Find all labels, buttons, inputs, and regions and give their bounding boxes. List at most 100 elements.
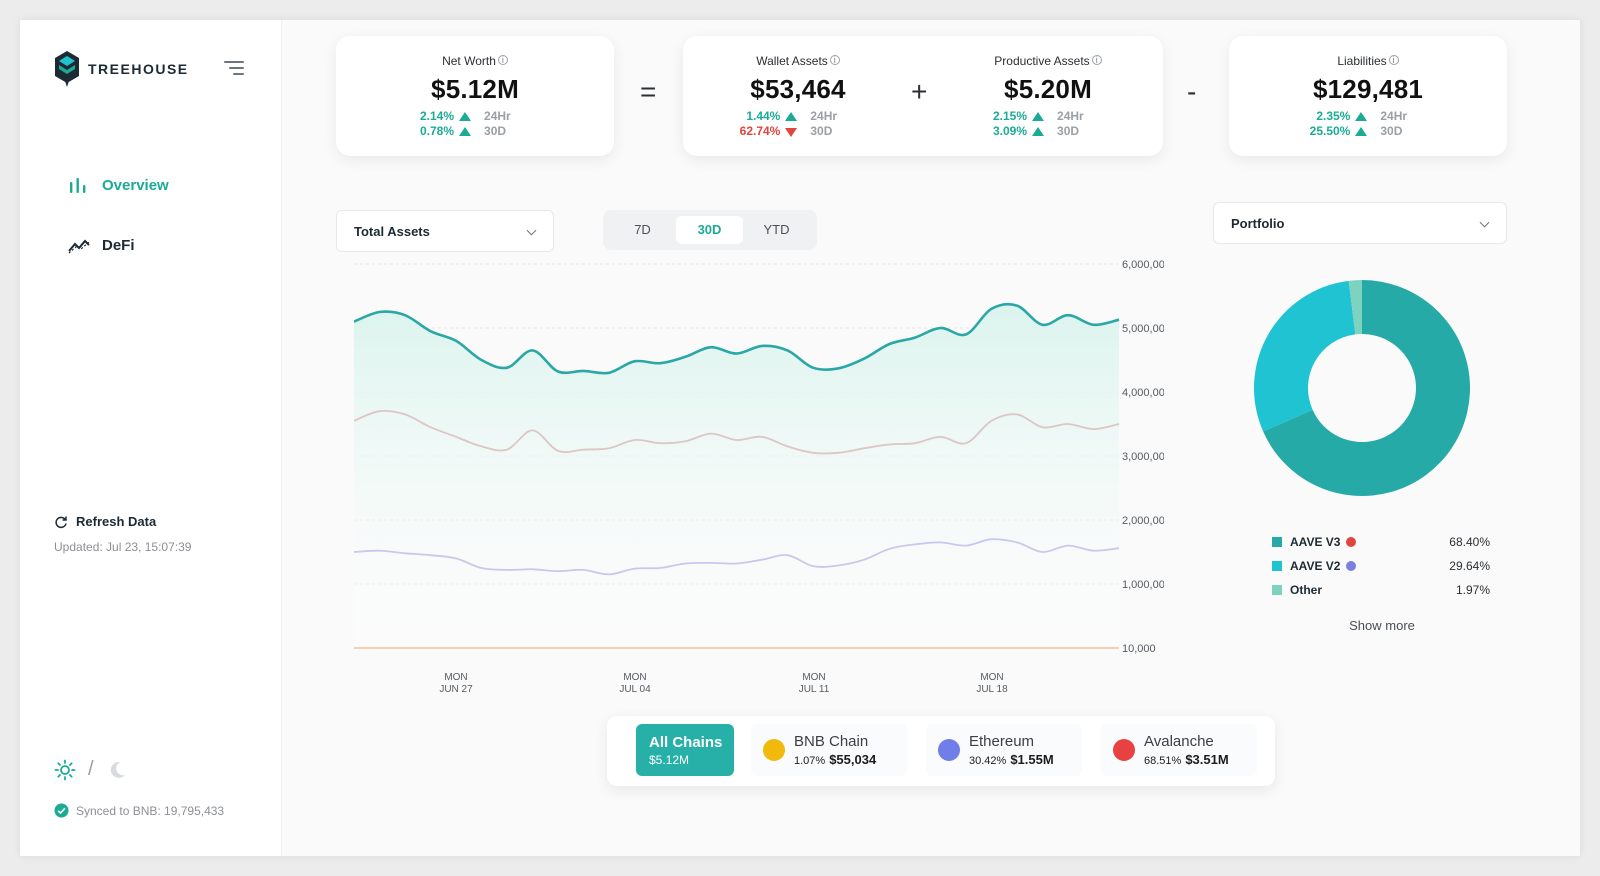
theme-separator: / bbox=[88, 758, 94, 780]
legend-name: Other bbox=[1290, 583, 1323, 597]
assets-card: Wallet Assets i $53,464 1.44% 24Hr 62.74% 3… bbox=[683, 36, 1163, 156]
arrow-down-icon bbox=[785, 128, 798, 137]
portfolio-donut-chart bbox=[1254, 280, 1470, 496]
menu-toggle-icon[interactable] bbox=[224, 61, 244, 75]
chain-value: $3.51M bbox=[1185, 752, 1229, 767]
x-tick-day: MON bbox=[623, 672, 646, 683]
refresh-data-button[interactable]: Refresh Data bbox=[54, 514, 156, 529]
chain-ethereum[interactable]: Ethereum 30.42% $1.55M bbox=[926, 724, 1082, 776]
legend-swatch bbox=[1272, 537, 1282, 547]
change-24h: 2.14% bbox=[419, 109, 455, 123]
asset-type-select[interactable]: Total Assets bbox=[336, 210, 554, 252]
info-icon[interactable]: i bbox=[1388, 55, 1399, 65]
moon-icon[interactable] bbox=[106, 759, 128, 781]
x-tick-date: JUN 27 bbox=[439, 684, 473, 692]
chain-avalanche[interactable]: Avalanche 68.51% $3.51M bbox=[1101, 724, 1257, 776]
avalanche-icon bbox=[1113, 739, 1135, 761]
arrow-up-icon bbox=[459, 127, 472, 136]
trend-line-icon bbox=[68, 239, 90, 254]
nav-item-defi[interactable]: DeFi bbox=[68, 236, 135, 254]
time-range-toggle: 7D 30D YTD bbox=[603, 210, 817, 250]
minus-operator: - bbox=[1187, 76, 1197, 107]
x-tick-day: MON bbox=[802, 672, 825, 683]
y-tick-label: 1,000,000 bbox=[1122, 579, 1164, 591]
portfolio-select-value: Portfolio bbox=[1231, 215, 1285, 231]
stat-label: Wallet Assets i bbox=[683, 54, 913, 68]
range-30d-button[interactable]: 30D bbox=[676, 216, 743, 244]
assets-line-chart: 6,000,000 5,000,000 4,000,000 3,000,000 2,00… bbox=[354, 259, 1164, 692]
portfolio-legend: AAVE V3 68.40% AAVE V2 29.64% Other 1.97… bbox=[1272, 530, 1490, 602]
main-content: Net Worth i $5.12M 2.14% 24Hr 0.78% 30D = W… bbox=[282, 20, 1580, 856]
change-30d: 0.78% bbox=[419, 124, 455, 138]
app-name: TREEHOUSE bbox=[88, 61, 189, 77]
portfolio-select[interactable]: Portfolio bbox=[1213, 202, 1507, 244]
refresh-icon bbox=[55, 516, 67, 528]
info-icon[interactable]: i bbox=[829, 55, 840, 65]
nav-item-label: Overview bbox=[102, 176, 169, 194]
change-30d: 3.09% bbox=[992, 124, 1028, 138]
period-24h: 24Hr bbox=[1057, 109, 1084, 123]
aave-v2-icon bbox=[1346, 561, 1357, 571]
period-24h: 24Hr bbox=[484, 109, 511, 123]
legend-item-other[interactable]: Other 1.97% bbox=[1272, 578, 1490, 602]
chevron-down-icon bbox=[1479, 217, 1490, 228]
liabilities-value: $129,481 bbox=[1312, 74, 1424, 104]
chain-percent: 30.42% bbox=[969, 755, 1007, 767]
chain-name: BNB Chain bbox=[794, 733, 869, 750]
chain-selector: All Chains $5.12M BNB Chain 1.07% $55,034… bbox=[607, 716, 1275, 786]
productive-assets-value: $5.20M bbox=[1004, 74, 1092, 104]
series-area-0 bbox=[354, 304, 1119, 648]
app-window: TREEHOUSE Overview DeFi Refresh Data bbox=[20, 20, 1580, 856]
bar-chart-icon bbox=[70, 178, 86, 193]
legend-name: AAVE V3 bbox=[1290, 535, 1341, 549]
donut-slice-1[interactable] bbox=[1254, 280, 1356, 432]
change-24h: 1.44% bbox=[746, 109, 781, 123]
x-tick-date: JUL 04 bbox=[619, 684, 651, 692]
change-30d: 62.74% bbox=[739, 124, 781, 138]
legend-item-aave-v2[interactable]: AAVE V2 29.64% bbox=[1272, 554, 1490, 578]
treehouse-logo-icon bbox=[55, 51, 79, 87]
chain-value: $5.12M bbox=[649, 753, 690, 767]
legend-swatch bbox=[1272, 561, 1282, 571]
net-worth-card: Net Worth i $5.12M 2.14% 24Hr 0.78% 30D bbox=[336, 36, 614, 156]
logo[interactable]: TREEHOUSE bbox=[54, 50, 189, 88]
legend-name: AAVE V2 bbox=[1290, 559, 1341, 573]
donut-slice-2[interactable] bbox=[1348, 280, 1362, 335]
period-30d: 30D bbox=[484, 124, 507, 138]
liabilities-card: Liabilities i $129,481 2.35% 24Hr 25.50% 30… bbox=[1229, 36, 1507, 156]
legend-percent: 29.64% bbox=[1449, 559, 1490, 573]
chain-bnb[interactable]: BNB Chain 1.07% $55,034 bbox=[751, 724, 907, 776]
donut-slice-0[interactable] bbox=[1263, 280, 1470, 496]
plus-operator: + bbox=[911, 76, 928, 107]
sun-icon[interactable] bbox=[54, 759, 76, 781]
legend-swatch bbox=[1272, 585, 1282, 595]
info-icon[interactable]: i bbox=[497, 55, 508, 65]
chevron-down-icon bbox=[526, 225, 537, 236]
period-24h: 24Hr bbox=[810, 109, 838, 123]
period-24h: 24Hr bbox=[1380, 109, 1408, 123]
bnb-icon bbox=[763, 739, 785, 761]
arrow-up-icon bbox=[459, 112, 472, 121]
legend-item-aave-v3[interactable]: AAVE V3 68.40% bbox=[1272, 530, 1490, 554]
x-tick-day: MON bbox=[444, 672, 467, 683]
chain-all[interactable]: All Chains $5.12M bbox=[636, 724, 734, 776]
change-24h: 2.35% bbox=[1316, 109, 1351, 123]
nav-item-overview[interactable]: Overview bbox=[68, 176, 169, 194]
range-ytd-button[interactable]: YTD bbox=[763, 222, 790, 237]
info-icon[interactable]: i bbox=[1091, 55, 1102, 65]
chain-value: $55,034 bbox=[829, 752, 877, 767]
equals-operator: = bbox=[640, 76, 657, 107]
nav-item-label: DeFi bbox=[102, 236, 135, 254]
y-tick-label: 3,000,000 bbox=[1122, 451, 1164, 463]
range-7d-button[interactable]: 7D bbox=[634, 222, 651, 237]
show-more-link[interactable]: Show more bbox=[1349, 618, 1415, 633]
chain-percent: 1.07% bbox=[794, 755, 826, 767]
y-tick-label: 5,000,000 bbox=[1122, 323, 1164, 335]
refresh-label: Refresh Data bbox=[76, 514, 157, 529]
ethereum-icon bbox=[938, 739, 960, 761]
theme-switcher: / bbox=[54, 758, 128, 781]
x-tick-date: JUL 11 bbox=[799, 684, 830, 692]
y-tick-label: 4,000,000 bbox=[1122, 387, 1164, 399]
series-line-0 bbox=[354, 302, 1120, 375]
aave-v3-icon bbox=[1346, 537, 1357, 547]
